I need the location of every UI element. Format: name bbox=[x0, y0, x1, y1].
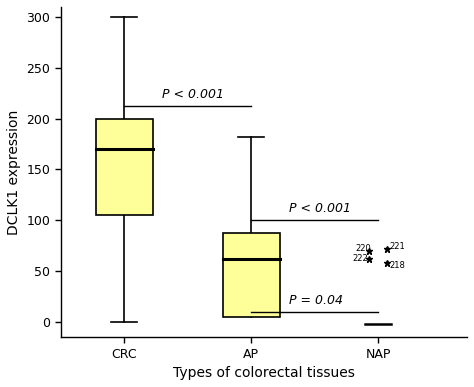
Bar bbox=[96, 119, 153, 215]
Text: P < 0.001: P < 0.001 bbox=[289, 202, 351, 215]
Text: P < 0.001: P < 0.001 bbox=[163, 88, 224, 101]
Text: 222: 222 bbox=[353, 254, 369, 264]
Text: 218: 218 bbox=[390, 262, 405, 271]
Text: 221: 221 bbox=[390, 242, 405, 251]
Bar bbox=[223, 233, 280, 317]
Text: P = 0.04: P = 0.04 bbox=[289, 294, 343, 307]
X-axis label: Types of colorectal tissues: Types of colorectal tissues bbox=[173, 366, 355, 380]
Text: 220: 220 bbox=[356, 244, 371, 253]
Y-axis label: DCLK1 expression: DCLK1 expression bbox=[7, 110, 21, 235]
